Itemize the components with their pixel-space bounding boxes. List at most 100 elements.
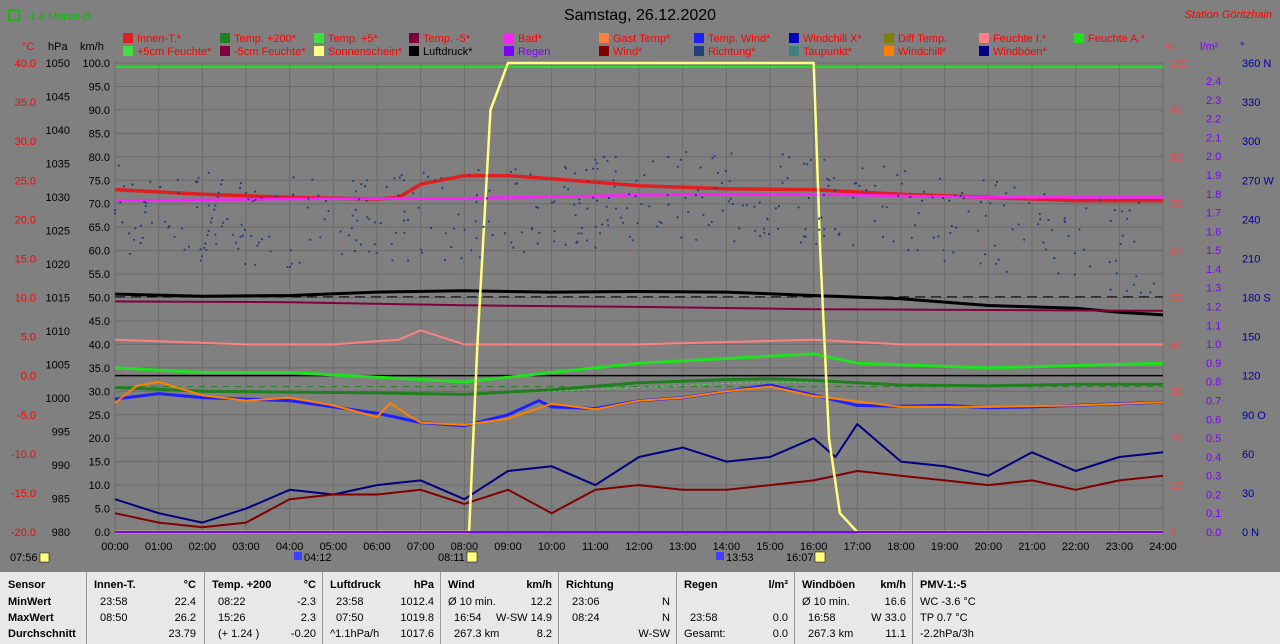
tick-kmh: 45.0 bbox=[89, 316, 110, 328]
direction-dot bbox=[400, 173, 403, 177]
stats-regen-column: Regen l/m² 23:58 0.0 Gesamt: 0.0 bbox=[676, 572, 795, 644]
tick-direction: 180 S bbox=[1242, 293, 1271, 305]
direction-dot bbox=[1057, 272, 1060, 275]
tick-kmh: 100.0 bbox=[82, 58, 110, 70]
direction-dot bbox=[467, 174, 471, 177]
moonset-icon bbox=[39, 552, 50, 563]
direction-dot bbox=[776, 227, 780, 230]
direction-dot bbox=[292, 176, 295, 179]
direction-dot bbox=[222, 221, 225, 224]
direction-dot bbox=[150, 221, 153, 224]
stats-innen-avg-value: 23.79 bbox=[168, 628, 196, 640]
stats-pmv-title: PMV-1:-5 bbox=[920, 579, 967, 591]
legend-swatch bbox=[314, 33, 324, 43]
direction-dot bbox=[359, 243, 362, 246]
direction-dot bbox=[1098, 198, 1101, 202]
series-line-feuchte-i- bbox=[114, 329, 1163, 346]
legend-label: Gast Temp* bbox=[613, 33, 671, 45]
legend-swatch bbox=[979, 46, 989, 56]
tick-celsius: 40.0 bbox=[15, 58, 36, 70]
direction-dot bbox=[745, 203, 749, 206]
direction-dot bbox=[1011, 228, 1014, 231]
tick-direction: 150 bbox=[1242, 332, 1260, 344]
direction-dot bbox=[149, 180, 152, 184]
stats-druck-min-value: 1012.4 bbox=[400, 596, 434, 608]
direction-dot bbox=[628, 235, 632, 238]
direction-dot bbox=[1085, 207, 1088, 210]
direction-dot bbox=[834, 228, 837, 231]
direction-dot bbox=[258, 241, 261, 244]
tick-kmh: 75.0 bbox=[89, 175, 110, 187]
direction-dot bbox=[512, 246, 515, 249]
direction-dot bbox=[144, 211, 147, 214]
tick-kmh: 25.0 bbox=[89, 410, 110, 422]
direction-dot bbox=[564, 167, 567, 170]
trend-checkbox-icon[interactable] bbox=[8, 9, 20, 21]
legend-swatch bbox=[599, 46, 609, 56]
tick-kmh: 10.0 bbox=[89, 480, 110, 492]
direction-dot bbox=[916, 249, 919, 252]
tick-hour: 16:00 bbox=[800, 541, 828, 553]
direction-dot bbox=[711, 157, 714, 160]
direction-dot bbox=[994, 184, 997, 187]
stats-temp200-avg-value: -0.20 bbox=[290, 628, 316, 640]
direction-dot bbox=[221, 178, 224, 182]
direction-dot bbox=[522, 250, 525, 253]
direction-dot bbox=[268, 235, 271, 238]
legend-label: Diff Temp. bbox=[898, 33, 947, 45]
tick-celsius: 20.0 bbox=[15, 214, 36, 226]
direction-dot bbox=[827, 184, 830, 187]
direction-dot bbox=[298, 261, 301, 264]
tick-kmh: 85.0 bbox=[89, 128, 110, 140]
direction-dot bbox=[475, 237, 478, 240]
direction-dot bbox=[596, 167, 599, 170]
direction-dot bbox=[567, 188, 570, 191]
legend-label: Wind* bbox=[613, 46, 643, 58]
direction-dot bbox=[128, 252, 131, 255]
direction-dot bbox=[626, 207, 629, 210]
direction-dot bbox=[676, 165, 680, 168]
stats-wind-max-value: W-SW 14.9 bbox=[495, 612, 552, 624]
direction-dot bbox=[852, 244, 855, 247]
direction-dot bbox=[254, 198, 257, 201]
tick-lm2: 1.3 bbox=[1206, 283, 1221, 295]
legend-label: Taupunkt* bbox=[803, 46, 853, 58]
series-line-feuchte-a- bbox=[114, 352, 1164, 384]
direction-dot bbox=[614, 207, 618, 210]
tick-hour: 24:00 bbox=[1149, 541, 1177, 553]
wind-direction-dots bbox=[113, 150, 1155, 294]
direction-dot bbox=[196, 206, 199, 209]
tick-hpa: 1035 bbox=[46, 159, 70, 171]
direction-dot bbox=[205, 248, 208, 252]
direction-dot bbox=[818, 228, 821, 231]
direction-dot bbox=[660, 221, 663, 225]
direction-dot bbox=[954, 194, 957, 197]
legend-label: Feuchte I.* bbox=[993, 33, 1047, 45]
direction-dot bbox=[325, 200, 328, 203]
direction-dot bbox=[144, 201, 147, 204]
series-line-wind- bbox=[114, 470, 1164, 529]
direction-dot bbox=[1003, 204, 1006, 207]
noon-icon bbox=[716, 552, 724, 560]
direction-dot bbox=[607, 196, 611, 200]
legend-label: +5cm Feuchte* bbox=[137, 46, 212, 58]
tick-hour: 17:00 bbox=[844, 541, 872, 553]
direction-dot bbox=[997, 258, 1000, 261]
tick-hpa: 1000 bbox=[46, 393, 70, 405]
stats-boeen-title: Windböen bbox=[802, 579, 856, 591]
sunrise-time: 08:11 bbox=[438, 552, 465, 564]
direction-dot bbox=[563, 185, 566, 188]
stats-panel: Sensor MinWert MaxWert Durchschnitt Inne… bbox=[0, 572, 1280, 644]
direction-dot bbox=[144, 205, 147, 208]
direction-dot bbox=[702, 213, 705, 216]
direction-dot bbox=[121, 221, 124, 224]
direction-dot bbox=[989, 202, 992, 205]
direction-dot bbox=[206, 234, 209, 237]
direction-dot bbox=[982, 179, 985, 182]
tick-kmh: 0.0 bbox=[95, 527, 110, 539]
legend-swatch bbox=[979, 33, 989, 43]
direction-dot bbox=[217, 191, 220, 194]
legend-swatch bbox=[220, 46, 230, 56]
series-line-luftdruck- bbox=[114, 289, 1164, 317]
tick-hpa: 985 bbox=[52, 494, 70, 506]
